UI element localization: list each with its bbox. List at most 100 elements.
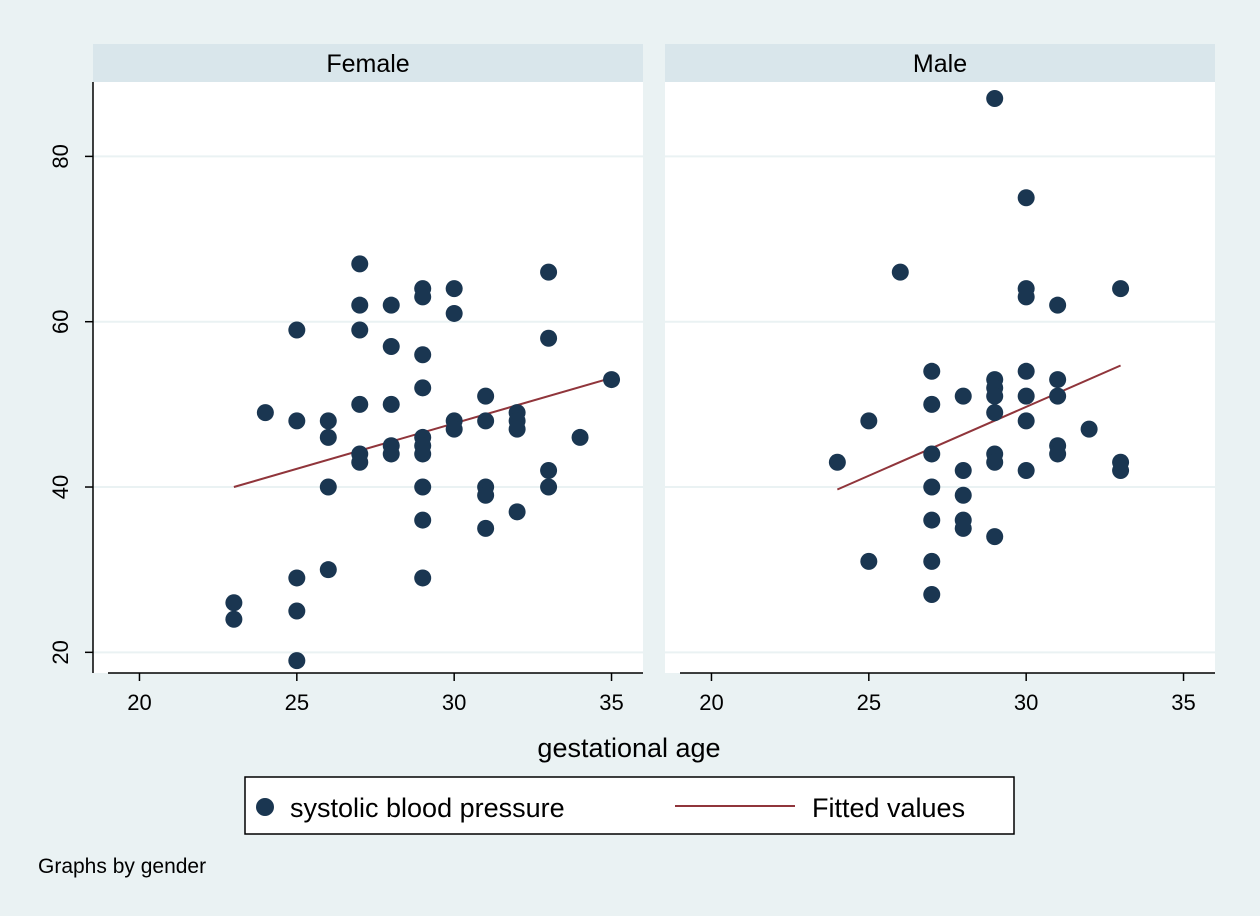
data-point (954, 387, 972, 405)
y-tick-label: 60 (48, 309, 73, 333)
x-axis-title: gestational age (537, 733, 720, 763)
data-point (351, 453, 369, 471)
data-point (351, 321, 369, 339)
data-point (351, 296, 369, 314)
data-point (351, 395, 369, 413)
data-point (860, 412, 878, 430)
y-tick-label: 80 (48, 144, 73, 168)
data-point (477, 519, 495, 537)
x-tick-label: 30 (1014, 690, 1038, 715)
plot-region (665, 82, 1215, 673)
data-point (860, 552, 878, 570)
data-point (923, 511, 941, 529)
data-point (319, 428, 337, 446)
data-point (288, 602, 306, 620)
data-point (477, 486, 495, 504)
data-point (954, 461, 972, 479)
data-point (923, 362, 941, 380)
data-point (603, 371, 621, 389)
legend-box (244, 776, 1015, 835)
legend: systolic blood pressure Fitted values (244, 776, 1015, 835)
y-tick-label: 20 (48, 640, 73, 664)
data-point (540, 461, 558, 479)
panel-female: Female 20 25 30 35 20 40 60 80 (48, 44, 643, 715)
data-point (477, 387, 495, 405)
data-point (225, 594, 243, 612)
data-point (1017, 412, 1035, 430)
panel-male: Male 20 25 30 35 (665, 44, 1215, 715)
x-tick-label: 35 (599, 690, 623, 715)
data-point (1017, 362, 1035, 380)
data-point (445, 304, 463, 322)
data-point (986, 453, 1004, 471)
data-point (445, 420, 463, 438)
data-point (954, 486, 972, 504)
data-point (319, 412, 337, 430)
data-point (382, 445, 400, 463)
data-point (288, 321, 306, 339)
data-point (1049, 445, 1067, 463)
data-point (1017, 461, 1035, 479)
x-tick-label: 35 (1171, 690, 1195, 715)
data-point (891, 263, 909, 281)
data-point (923, 445, 941, 463)
x-tick-label: 20 (699, 690, 723, 715)
data-point (319, 478, 337, 496)
legend-label-scatter: systolic blood pressure (290, 793, 565, 823)
data-point (319, 561, 337, 579)
data-point (477, 412, 495, 430)
data-point (414, 346, 432, 364)
x-tick-label: 30 (442, 690, 466, 715)
data-point (414, 288, 432, 306)
panel-title: Male (913, 50, 967, 78)
data-point (923, 395, 941, 413)
fitted-line (836, 364, 1121, 491)
data-point (540, 329, 558, 347)
panel-header (93, 44, 643, 82)
data-point (923, 552, 941, 570)
plot-region (93, 82, 643, 673)
panel-title: Female (326, 50, 409, 78)
data-point (986, 90, 1004, 108)
legend-label-fitted: Fitted values (812, 793, 965, 823)
data-point (1112, 280, 1130, 298)
data-point (986, 528, 1004, 546)
data-point (571, 428, 589, 446)
data-point (923, 478, 941, 496)
graphs-by-note: Graphs by gender (38, 855, 206, 878)
x-tick-label: 25 (857, 690, 881, 715)
data-point (225, 610, 243, 628)
data-point (382, 338, 400, 356)
data-point (540, 478, 558, 496)
data-point (414, 445, 432, 463)
data-point (288, 412, 306, 430)
data-point (256, 404, 274, 422)
data-point (540, 263, 558, 281)
data-point (986, 404, 1004, 422)
data-point (351, 255, 369, 273)
legend-marker-circle (256, 798, 274, 816)
x-tick-label: 25 (285, 690, 309, 715)
data-point (1017, 288, 1035, 306)
panels-layer: Female 20 25 30 35 20 40 60 80 Male 20 25 30 35 (48, 44, 1215, 715)
data-point (1049, 387, 1067, 405)
x-tick-label: 20 (127, 690, 151, 715)
data-point (828, 453, 846, 471)
data-point (923, 585, 941, 603)
data-point (414, 379, 432, 397)
data-point (445, 280, 463, 298)
data-point (986, 387, 1004, 405)
data-point (414, 478, 432, 496)
data-point (288, 652, 306, 670)
data-point (508, 420, 526, 438)
data-point (1017, 387, 1035, 405)
data-point (508, 503, 526, 521)
data-point (414, 569, 432, 587)
data-point (382, 395, 400, 413)
data-point (382, 296, 400, 314)
panel-header (665, 44, 1215, 82)
data-point (1112, 461, 1130, 479)
data-point (1049, 296, 1067, 314)
data-point (288, 569, 306, 587)
